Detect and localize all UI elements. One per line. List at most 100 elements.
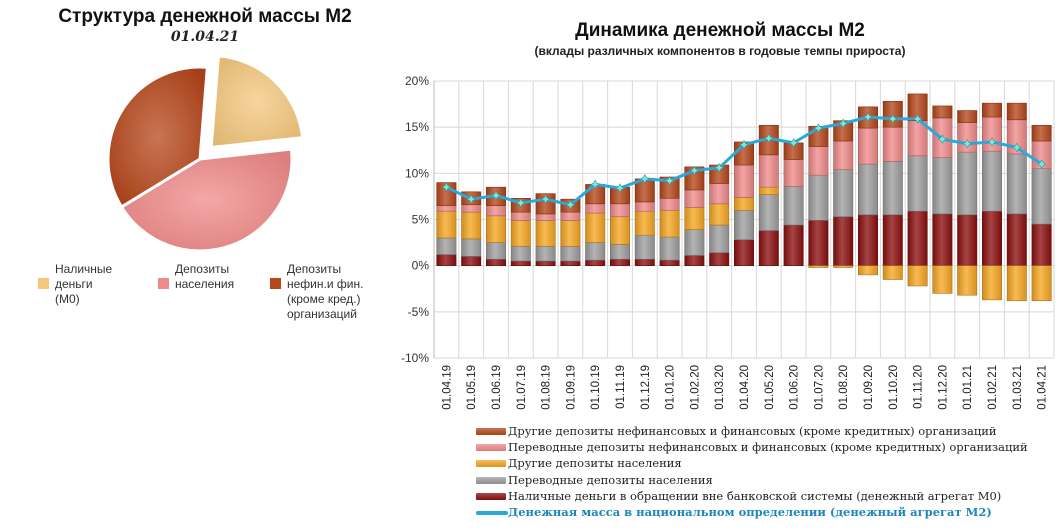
pie-slice-cash [209, 56, 305, 150]
bar-segment [461, 256, 482, 266]
m2-point-marker [863, 112, 873, 122]
bar-segment [560, 245, 581, 262]
m2-point-marker [912, 114, 923, 124]
x-tick-label: 01.04.19 [441, 365, 453, 410]
stacked-bar-chart: -10% -5% 0% 5% 10% 15% 20% 01.04.19 01.05.19 01.0… [401, 74, 1055, 410]
bar-segment [610, 216, 630, 245]
bar-segment [659, 197, 680, 211]
x-tick-label: 01.03.21 [1012, 365, 1024, 410]
bar-segment [684, 207, 705, 230]
m2-point-marker [763, 133, 774, 144]
x-tick-label: 01.12.19 [640, 365, 652, 410]
x-tick-label: 01.04.21 [1037, 365, 1049, 410]
bar-segment [659, 236, 680, 261]
pie-legend-swatch [270, 278, 281, 289]
m2-point-marker [1036, 159, 1047, 169]
m2-point-marker [739, 139, 749, 150]
m2-point-marker [515, 198, 526, 208]
bar-segment [1006, 153, 1027, 215]
bar-segment [858, 214, 878, 266]
bar-segment [982, 150, 1002, 212]
bar-segment [982, 210, 1002, 266]
legend-swatch [476, 428, 506, 435]
bar-segment [858, 265, 878, 276]
x-tick-label: 01.01.20 [665, 365, 677, 410]
bar-segment [858, 127, 878, 165]
bar-chart-title: Динамика денежной массы М2 [575, 20, 865, 41]
m2-point-marker [689, 165, 700, 176]
pie-legend-label: Депозиты нефин.и фин. (кроме кред.) организ… [287, 262, 364, 321]
bar-segment [510, 220, 531, 247]
bar-segment [758, 154, 779, 188]
bar-segment [634, 201, 655, 212]
bar-segment [957, 151, 978, 216]
bar-segment [610, 244, 630, 260]
m2-point-marker [565, 199, 576, 210]
bar-segment [957, 265, 978, 296]
legend-label: Наличные деньги в обращении вне банковск… [508, 488, 1002, 503]
bar-segment [734, 239, 754, 266]
bar-segment [734, 209, 754, 241]
x-tick-label: 01.11.19 [615, 365, 627, 409]
x-tick-label: 01.06.19 [491, 365, 503, 410]
bar-segment [659, 209, 680, 238]
bar-segment [808, 174, 829, 221]
bar-segment [808, 220, 829, 266]
legend-swatch [476, 510, 508, 515]
m2-point-marker [813, 123, 824, 133]
bar-segment [461, 204, 482, 213]
x-tick-label: 01.06.20 [789, 365, 801, 410]
m2-point-marker [838, 118, 849, 129]
bar-segment [709, 183, 730, 205]
bar-segment [634, 234, 655, 260]
legend-label: Денежная масса в национальном определени… [508, 504, 992, 519]
bar-segment [734, 197, 754, 211]
pie-chart [106, 56, 305, 253]
bar-segment [882, 265, 903, 280]
bar-segment [560, 211, 581, 221]
bar-segment [535, 245, 556, 262]
legend-swatch [476, 460, 506, 468]
bar-segment [659, 259, 680, 266]
y-tick-label: -5% [408, 305, 430, 319]
bar-segment [858, 163, 878, 216]
x-tick-label: 01.08.19 [541, 365, 553, 410]
bar-segment [510, 245, 531, 262]
bar-segment [907, 155, 928, 212]
bar-segment [486, 258, 506, 266]
bar-segment [634, 210, 655, 236]
bar-segment [634, 258, 655, 266]
m2-point-marker [441, 182, 452, 193]
m2-point-marker [962, 138, 973, 149]
legend-swatch [476, 444, 506, 452]
bar-segment [461, 211, 482, 240]
bar-segment [709, 203, 730, 226]
bar-segment [833, 169, 854, 218]
bar-segment [882, 161, 903, 216]
bar-segment [957, 214, 978, 266]
bar-segment [833, 140, 854, 170]
m2-point-marker [466, 194, 477, 205]
x-tick-label: 01.12.20 [937, 365, 949, 410]
x-tick-label: 01.03.20 [714, 365, 726, 410]
bar-segment [907, 265, 928, 287]
bar-segment [982, 265, 1002, 301]
bar-segment [1031, 265, 1052, 302]
bar-segment [535, 260, 556, 266]
bar-segment [932, 157, 953, 215]
bar-segment [585, 203, 606, 214]
x-tick-label: 01.08.20 [838, 365, 850, 410]
m2-point-marker [788, 138, 799, 148]
bar-segment [560, 220, 581, 247]
bar-segment [1031, 223, 1052, 266]
x-tick-label: 01.09.20 [863, 365, 875, 410]
pie-chart-title: Структура денежной массы М2 [58, 6, 352, 27]
pie-slice-household-deposits [119, 147, 294, 253]
pie-legend-swatch [158, 278, 169, 289]
legend-swatch [476, 476, 506, 484]
bar-segment [585, 259, 606, 266]
bar-segment [436, 205, 457, 212]
legend-label: Другие депозиты населения [508, 456, 682, 471]
bar-segment [1031, 125, 1052, 142]
bar-segment [510, 260, 531, 266]
